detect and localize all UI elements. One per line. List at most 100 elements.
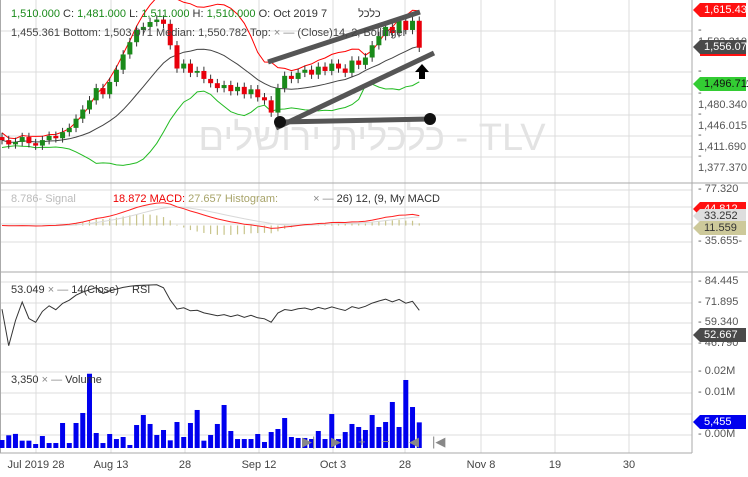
volume-bar xyxy=(302,437,308,448)
candle xyxy=(356,60,362,65)
volume-bar xyxy=(282,418,288,448)
close-icon[interactable]: × xyxy=(313,193,320,205)
candle xyxy=(201,70,207,79)
bb-top-tag: 1,615.432 xyxy=(693,3,748,17)
candle xyxy=(0,137,5,141)
minimize-icon[interactable]: — xyxy=(57,284,69,296)
zoom-out-button[interactable]: − xyxy=(382,434,390,449)
candle xyxy=(127,42,133,55)
trend-line-handle[interactable] xyxy=(274,116,286,128)
candle xyxy=(73,118,79,128)
volume-bar xyxy=(288,437,294,448)
volume-bar xyxy=(228,430,234,448)
volume-bar xyxy=(19,440,25,448)
scroll-forward-button[interactable]: ▶ xyxy=(331,434,341,449)
scroll-back-button[interactable]: ◀ xyxy=(409,434,419,449)
candle xyxy=(376,36,382,46)
horizontal-trend-line[interactable] xyxy=(279,116,431,125)
drawings[interactable] xyxy=(267,9,436,131)
volume-bar xyxy=(134,425,140,448)
volume-bar xyxy=(33,444,39,448)
bollinger-median-line xyxy=(1,45,420,143)
volume-bar xyxy=(208,434,214,448)
volume-bar xyxy=(154,434,160,448)
legend-label: Histogram: xyxy=(224,193,279,205)
candle xyxy=(93,88,99,101)
legend-indicator-name: Volume xyxy=(65,374,102,386)
candle xyxy=(221,85,227,89)
candle xyxy=(120,54,126,70)
close-icon[interactable]: × xyxy=(273,27,281,39)
legend-value: 3,350 xyxy=(11,374,39,386)
candle xyxy=(80,109,86,119)
candle xyxy=(255,89,261,98)
volume-pane[interactable] xyxy=(0,373,422,448)
volume-bar xyxy=(416,422,422,448)
trend-line-handle[interactable] xyxy=(424,113,436,125)
macd-pane[interactable] xyxy=(1,202,420,235)
volume-bar xyxy=(181,437,187,448)
x-axis-tick: Jul 2019 28 xyxy=(7,459,65,471)
candle xyxy=(315,66,321,75)
legend-value: 8.786- xyxy=(11,193,43,205)
volume-bar xyxy=(140,415,146,448)
candle xyxy=(302,69,308,73)
volume-legend: 3,350 × — Volume xyxy=(11,374,102,386)
scroll-end-button[interactable]: ▶| xyxy=(302,434,316,449)
legend-value: 1,510.000 xyxy=(206,8,256,20)
volume-bar xyxy=(201,440,207,448)
candle xyxy=(147,22,153,27)
volume-bar xyxy=(0,440,5,448)
rsi-axis-tick: - 59.340 xyxy=(698,316,739,328)
candle xyxy=(410,20,416,30)
candle xyxy=(403,20,409,30)
candle xyxy=(19,137,25,142)
volume-bar xyxy=(410,407,416,448)
x-axis-tick: Nov 8 xyxy=(466,459,496,471)
x-axis-tick: 28 xyxy=(178,459,192,471)
candle xyxy=(46,135,52,141)
candle xyxy=(86,100,92,110)
scroll-start-button[interactable]: |◀ xyxy=(432,434,446,449)
grid xyxy=(0,0,748,454)
candle xyxy=(369,45,375,58)
rsi-axis-tick: - 84.445 xyxy=(698,275,739,287)
legend-value: 1,510.000 xyxy=(11,8,60,20)
zoom-in-button[interactable]: + xyxy=(358,434,366,449)
volume-bar xyxy=(147,423,153,448)
price-pane[interactable] xyxy=(0,0,422,166)
legend-label: L: xyxy=(129,8,139,20)
channel-lower-line[interactable] xyxy=(274,50,436,131)
channel-upper-line[interactable] xyxy=(267,9,421,65)
legend-indicator-name: Bollinger xyxy=(363,27,407,39)
volume-axis-tick: - 0.01M xyxy=(698,386,736,398)
rsi-pane[interactable] xyxy=(1,284,420,346)
rsi-line xyxy=(1,284,420,346)
candle xyxy=(39,140,45,146)
volume-bar xyxy=(46,443,52,448)
close-icon[interactable]: × xyxy=(47,284,55,296)
price-axis-tick: - 1,480.340 xyxy=(698,87,747,111)
volume-bar xyxy=(194,409,200,448)
volume-tag: 5,455 xyxy=(693,415,746,429)
volume-bar xyxy=(403,379,409,448)
x-axis-tick: Sep 12 xyxy=(241,459,277,471)
volume-bar xyxy=(174,422,180,448)
volume-bar xyxy=(113,439,119,448)
volume-bar xyxy=(127,444,133,448)
candle xyxy=(100,88,106,95)
macd-line xyxy=(1,202,420,229)
volume-bar xyxy=(248,439,254,448)
close-icon[interactable]: × xyxy=(41,374,49,386)
minimize-icon[interactable]: — xyxy=(51,374,63,386)
legend-label: O: xyxy=(258,8,271,20)
minimize-icon[interactable]: — xyxy=(283,27,295,39)
price-axis-tick: - 1,411.690 xyxy=(698,129,747,153)
candle xyxy=(268,100,274,113)
minimize-icon[interactable]: — xyxy=(322,193,334,205)
candle xyxy=(194,70,200,73)
legend-value: 27.657 xyxy=(188,193,222,205)
legend-params: 14(Close) xyxy=(71,284,119,296)
candle xyxy=(288,75,294,79)
